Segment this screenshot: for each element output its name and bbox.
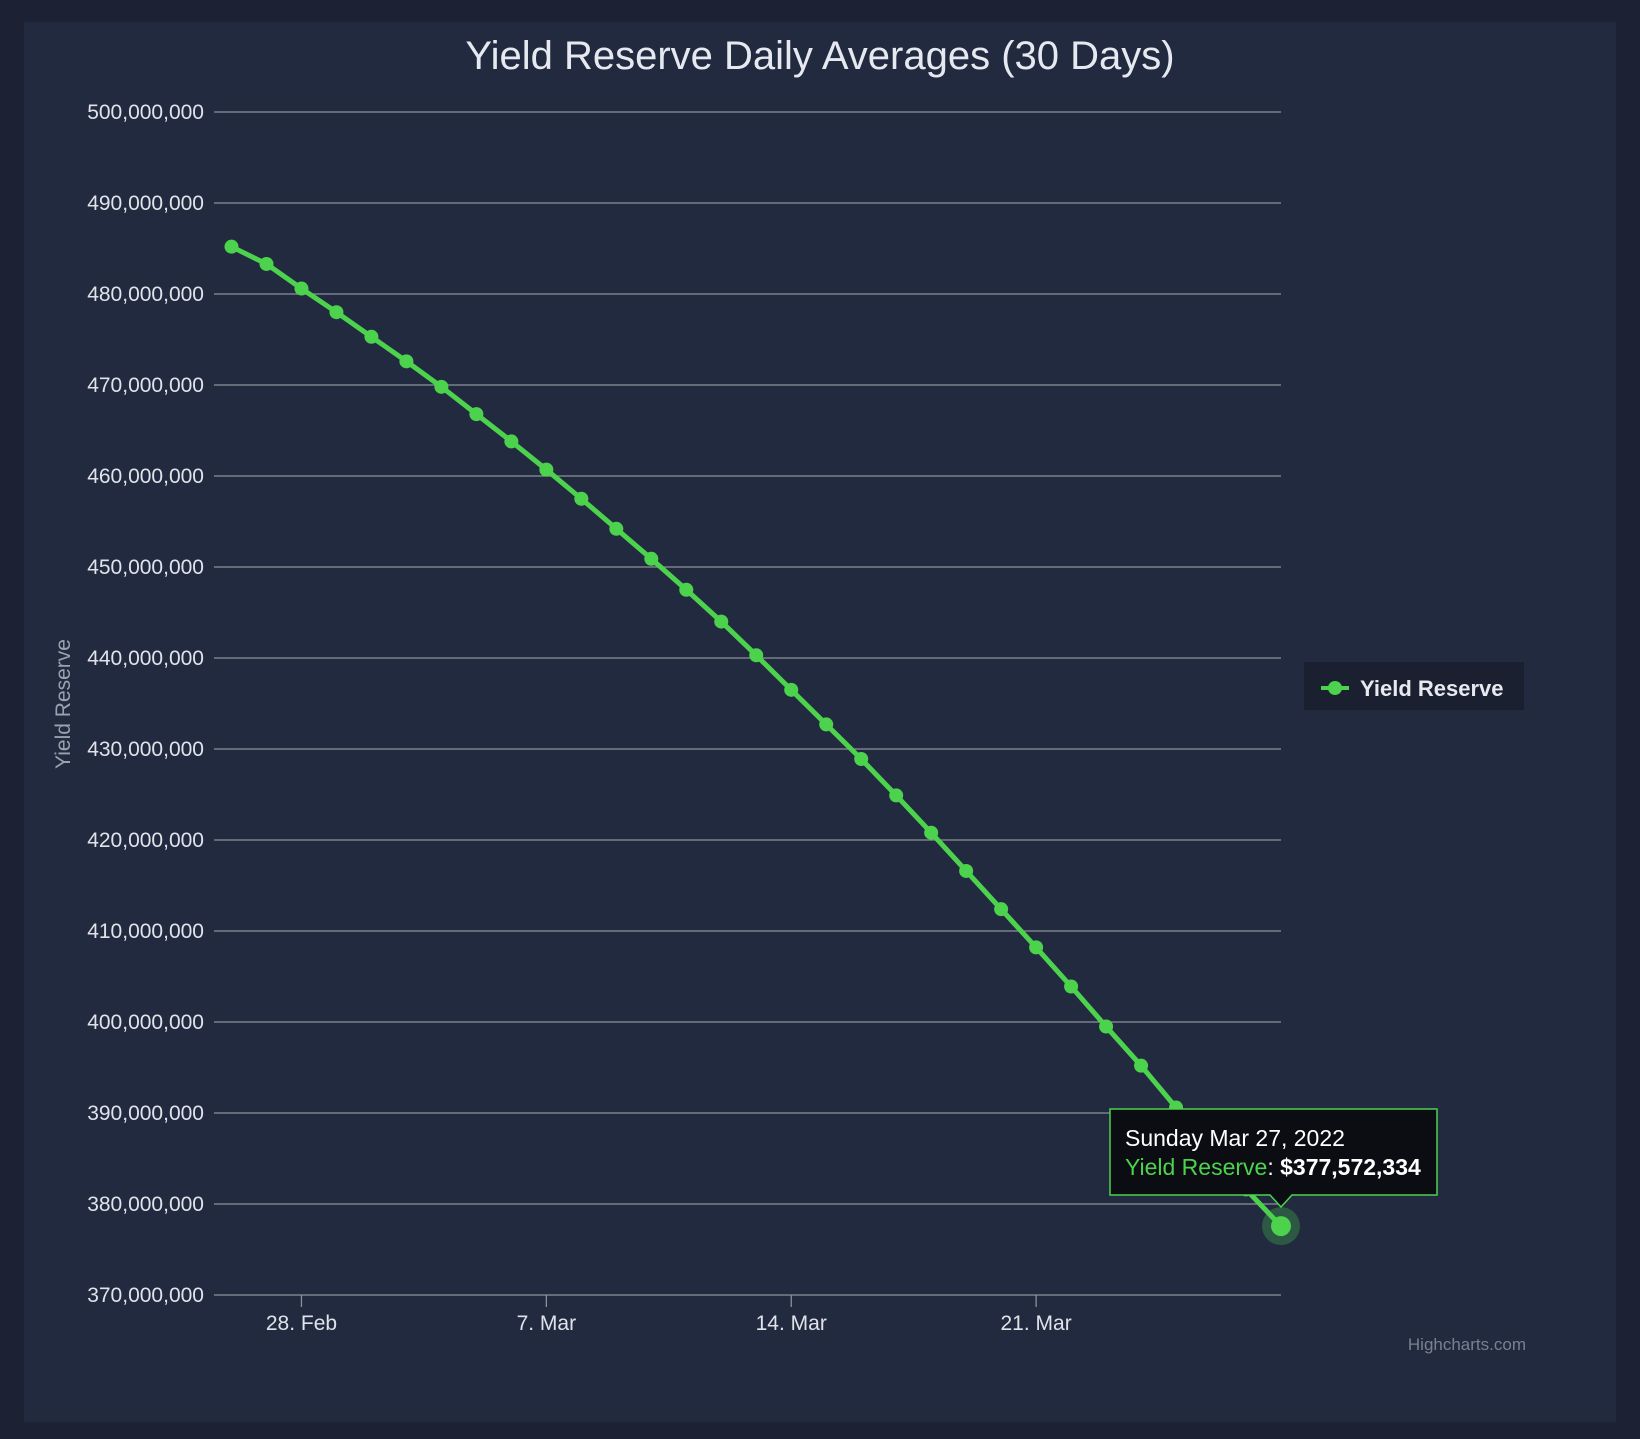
- chart-panel: Yield Reserve Daily Averages (30 Days) 3…: [24, 22, 1616, 1422]
- tooltip-colon: :: [1267, 1154, 1280, 1180]
- data-point[interactable]: [469, 407, 484, 422]
- x-tick-label: 7. Mar: [517, 1312, 577, 1335]
- data-point[interactable]: [679, 582, 694, 597]
- y-tick-label: 450,000,000: [87, 556, 204, 579]
- x-tick-label: 21. Mar: [1001, 1312, 1072, 1335]
- data-point[interactable]: [714, 614, 729, 629]
- y-axis-label: Yield Reserve: [52, 639, 75, 769]
- data-point[interactable]: [1134, 1058, 1149, 1073]
- data-point[interactable]: [994, 902, 1009, 917]
- y-axis-ticks: 370,000,000 380,000,000 390,000,000 400,000…: [87, 101, 204, 1307]
- chart-title: Yield Reserve Daily Averages (30 Days): [465, 34, 1174, 78]
- legend[interactable]: Yield Reserve: [1304, 662, 1524, 710]
- x-tick-label: 14. Mar: [756, 1312, 827, 1335]
- data-point[interactable]: [749, 648, 764, 663]
- legend-point-marker: [1328, 681, 1342, 695]
- y-tick-label: 380,000,000: [87, 1193, 204, 1216]
- line-chart: Yield Reserve Daily Averages (30 Days) 3…: [52, 34, 1526, 1354]
- data-point[interactable]: [224, 239, 239, 254]
- tooltip-value: $377,572,334: [1280, 1154, 1421, 1180]
- y-tick-label: 490,000,000: [87, 192, 204, 215]
- y-tick-label: 390,000,000: [87, 1102, 204, 1125]
- tooltip-box: [1109, 1108, 1438, 1209]
- data-point[interactable]: [1099, 1019, 1114, 1034]
- y-tick-label: 430,000,000: [87, 738, 204, 761]
- data-point[interactable]: [399, 354, 414, 369]
- tooltip-series-label: Yield Reserve: [1125, 1154, 1267, 1180]
- y-tick-label: 470,000,000: [87, 374, 204, 397]
- data-point[interactable]: [294, 281, 309, 296]
- series-line: [228, 244, 1284, 1229]
- tooltip: Sunday Mar 27, 2022 Yield Reserve: $377,…: [1109, 1108, 1438, 1209]
- y-tick-label: 500,000,000: [87, 101, 204, 124]
- data-point[interactable]: [1029, 940, 1044, 955]
- y-tick-label: 480,000,000: [87, 283, 204, 306]
- data-point[interactable]: [784, 682, 799, 697]
- data-point[interactable]: [609, 521, 624, 536]
- data-point[interactable]: [259, 256, 274, 271]
- data-point[interactable]: [959, 863, 974, 878]
- y-tick-label: 400,000,000: [87, 1011, 204, 1034]
- tooltip-line: Yield Reserve: $377,572,334: [1125, 1154, 1421, 1180]
- legend-item-yield-reserve[interactable]: Yield Reserve: [1360, 676, 1504, 701]
- data-point[interactable]: [574, 491, 589, 506]
- data-point[interactable]: [364, 329, 379, 344]
- y-tick-label: 420,000,000: [87, 829, 204, 852]
- data-point[interactable]: [854, 752, 869, 767]
- data-point[interactable]: [924, 825, 939, 840]
- data-point[interactable]: [644, 551, 659, 566]
- x-tick-label: 28. Feb: [266, 1312, 337, 1335]
- data-point-hovered[interactable]: [1271, 1216, 1291, 1237]
- data-point[interactable]: [1064, 979, 1079, 994]
- data-point[interactable]: [819, 717, 834, 732]
- series-yield-reserve[interactable]: [224, 239, 1300, 1246]
- y-tick-label: 440,000,000: [87, 647, 204, 670]
- data-point[interactable]: [434, 379, 449, 394]
- gridlines: [214, 111, 1281, 1296]
- data-point[interactable]: [889, 788, 904, 803]
- x-axis-ticks: 28. Feb 7. Mar 14. Mar 21. Mar: [266, 1295, 1072, 1335]
- data-point[interactable]: [539, 462, 554, 477]
- data-point[interactable]: [329, 305, 344, 320]
- tooltip-date: Sunday Mar 27, 2022: [1125, 1125, 1345, 1151]
- y-tick-label: 460,000,000: [87, 465, 204, 488]
- data-point[interactable]: [504, 434, 519, 449]
- y-tick-label: 370,000,000: [87, 1284, 204, 1307]
- credits-link[interactable]: Highcharts.com: [1408, 1335, 1526, 1354]
- y-tick-label: 410,000,000: [87, 920, 204, 943]
